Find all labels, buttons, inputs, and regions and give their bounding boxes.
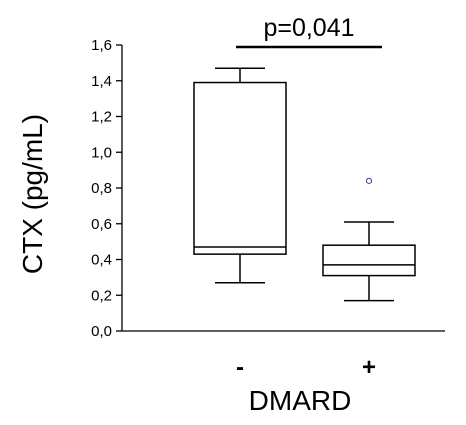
y-tick-label: 0,6	[91, 216, 112, 233]
y-tick-label: 0,2	[91, 287, 112, 304]
y-tick-label: 1,6	[91, 37, 112, 54]
y-tick-label: 1,4	[91, 73, 112, 90]
boxes	[193, 67, 416, 302]
box-plus	[322, 177, 416, 302]
y-tick-label: 0,0	[91, 323, 112, 340]
iqr-box	[193, 81, 287, 255]
y-tick-label: 1,2	[91, 109, 112, 126]
iqr-box	[322, 244, 416, 277]
p-value-annotation: p=0,041	[263, 14, 354, 42]
x-category-label: -	[236, 354, 244, 381]
x-axis-title: DMARD	[249, 385, 352, 416]
y-tick-label: 0,8	[91, 180, 112, 197]
y-tick-label: 0,4	[91, 252, 112, 269]
y-axis-title: CTX (pg/mL)	[17, 114, 48, 274]
x-category-label: +	[362, 354, 376, 381]
y-tick-label: 1,0	[91, 144, 112, 161]
box-minus	[193, 67, 287, 284]
outlier-point	[365, 177, 373, 184]
y-axis: 0,0 0,2 0,4 0,6 0,8 1,0 1,2 1,4 1,6 - +	[91, 37, 445, 381]
